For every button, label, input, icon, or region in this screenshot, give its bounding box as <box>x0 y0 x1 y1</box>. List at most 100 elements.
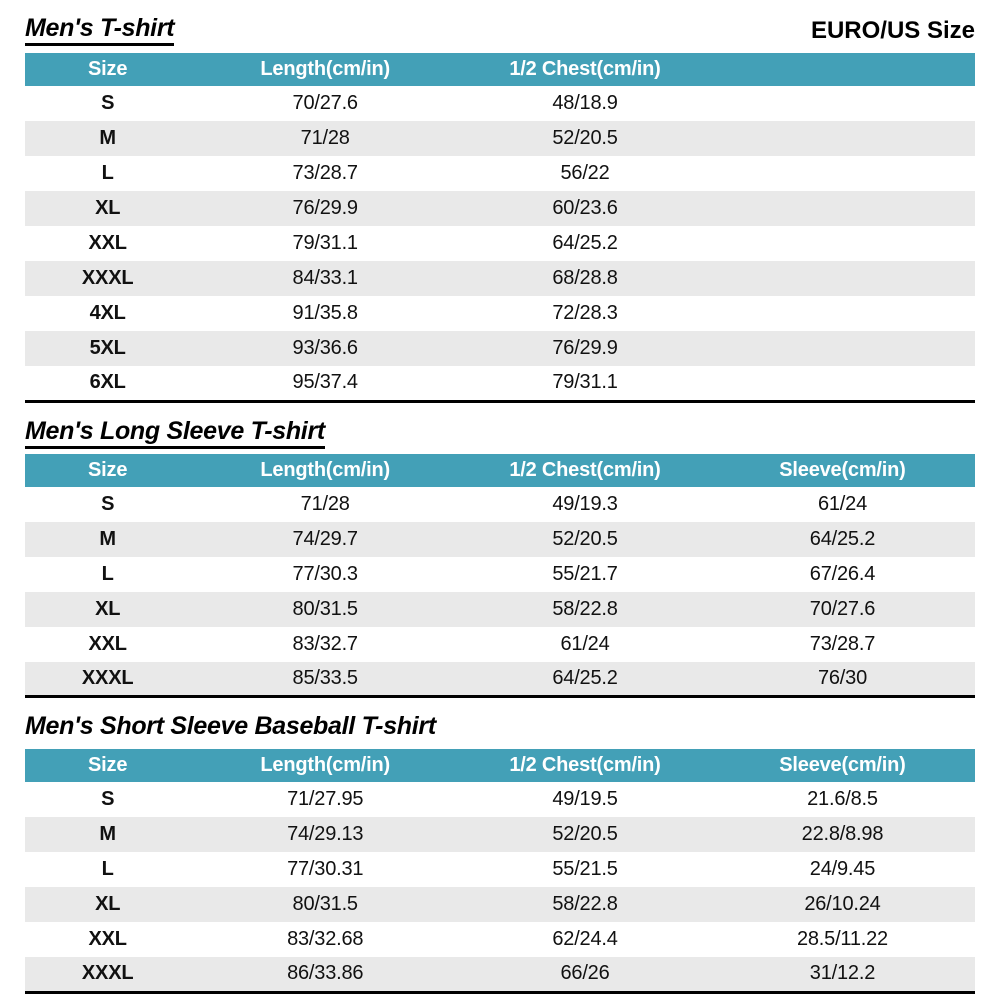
table-title-row: Men's Long Sleeve T-shirt <box>25 417 975 449</box>
value-cell: 56/22 <box>460 156 710 191</box>
value-cell: 58/22.8 <box>460 887 710 922</box>
value-cell <box>709 261 975 296</box>
size-cell: XXXL <box>25 261 191 296</box>
size-table-section: Men's Short Sleeve Baseball T-shirt Size L… <box>25 712 975 994</box>
value-cell: 52/20.5 <box>460 817 710 852</box>
table-row: XXL 83/32.68 62/24.4 28.5/11.22 <box>25 922 975 957</box>
size-cell: XXXL <box>25 661 191 697</box>
value-cell: 26/10.24 <box>709 887 975 922</box>
column-header: 1/2 Chest(cm/in) <box>460 749 710 782</box>
value-cell <box>709 331 975 366</box>
table-row: S 71/27.95 49/19.5 21.6/8.5 <box>25 782 975 817</box>
size-cell: S <box>25 486 191 522</box>
value-cell: 48/18.9 <box>460 86 710 121</box>
value-cell: 76/30 <box>709 661 975 697</box>
column-header: Length(cm/in) <box>190 453 461 487</box>
column-header: 1/2 Chest(cm/in) <box>460 53 710 86</box>
value-cell: 86/33.86 <box>190 957 461 992</box>
value-cell: 74/29.7 <box>190 521 461 557</box>
size-standard-label: EURO/US Size <box>810 17 975 44</box>
size-cell: M <box>25 521 191 557</box>
size-cell: XL <box>25 591 191 627</box>
size-cell: L <box>25 156 191 191</box>
column-header: Length(cm/in) <box>190 749 461 782</box>
value-cell: 64/25.2 <box>460 226 710 261</box>
value-cell: 79/31.1 <box>460 366 710 401</box>
column-header <box>709 53 975 86</box>
table-row: L 73/28.7 56/22 <box>25 156 975 191</box>
table-row: XXL 83/32.7 61/24 73/28.7 <box>25 626 975 662</box>
size-table-section: Men's Long Sleeve T-shirt Size Length(cm/i… <box>25 417 975 698</box>
value-cell: 91/35.8 <box>190 296 461 331</box>
value-cell <box>709 191 975 226</box>
value-cell: 64/25.2 <box>709 521 975 557</box>
value-cell: 76/29.9 <box>190 191 461 226</box>
value-cell: 64/25.2 <box>460 661 710 697</box>
value-cell: 60/23.6 <box>460 191 710 226</box>
table-row: M 74/29.13 52/20.5 22.8/8.98 <box>25 817 975 852</box>
table-row: S 71/28 49/19.3 61/24 <box>25 486 975 522</box>
value-cell: 52/20.5 <box>460 121 710 156</box>
table-row: 4XL 91/35.8 72/28.3 <box>25 296 975 331</box>
size-table: Size Length(cm/in) 1/2 Chest(cm/in) Sleeve(… <box>25 453 975 698</box>
value-cell: 31/12.2 <box>709 957 975 992</box>
header-row: Size Length(cm/in) 1/2 Chest(cm/in) <box>25 53 975 86</box>
value-cell: 70/27.6 <box>709 591 975 627</box>
table-row: XXXL 86/33.86 66/26 31/12.2 <box>25 957 975 992</box>
value-cell: 49/19.3 <box>460 486 710 522</box>
size-cell: 6XL <box>25 366 191 401</box>
size-cell: L <box>25 852 191 887</box>
column-header: Size <box>25 53 191 86</box>
size-cell: S <box>25 782 191 817</box>
size-cell: 5XL <box>25 331 191 366</box>
size-chart-tables: Size Length(cm/in) 1/2 Chest(cm/in) S 70/27.… <box>25 53 975 994</box>
value-cell: 24/9.45 <box>709 852 975 887</box>
value-cell: 55/21.5 <box>460 852 710 887</box>
value-cell: 67/26.4 <box>709 556 975 592</box>
value-cell: 28.5/11.22 <box>709 922 975 957</box>
size-cell: 4XL <box>25 296 191 331</box>
value-cell: 77/30.3 <box>190 556 461 592</box>
table-row: M 71/28 52/20.5 <box>25 121 975 156</box>
size-cell: L <box>25 556 191 592</box>
value-cell: 84/33.1 <box>190 261 461 296</box>
value-cell: 70/27.6 <box>190 86 461 121</box>
size-cell: M <box>25 817 191 852</box>
table-row: S 70/27.6 48/18.9 <box>25 86 975 121</box>
size-table-section: Size Length(cm/in) 1/2 Chest(cm/in) S 70/27.… <box>25 53 975 403</box>
value-cell: 95/37.4 <box>190 366 461 401</box>
size-cell: XXL <box>25 922 191 957</box>
table-title: Men's T-shirt <box>25 14 175 46</box>
table-row: 6XL 95/37.4 79/31.1 <box>25 366 975 401</box>
value-cell: 85/33.5 <box>190 661 461 697</box>
size-cell: S <box>25 86 191 121</box>
table-row: XL 80/31.5 58/22.8 26/10.24 <box>25 887 975 922</box>
value-cell: 71/28 <box>190 486 461 522</box>
table-row: XL 76/29.9 60/23.6 <box>25 191 975 226</box>
value-cell: 73/28.7 <box>190 156 461 191</box>
value-cell: 76/29.9 <box>460 331 710 366</box>
column-header: Length(cm/in) <box>190 53 461 86</box>
value-cell: 62/24.4 <box>460 922 710 957</box>
page-header: Men's T-shirt EURO/US Size <box>25 14 975 46</box>
value-cell: 83/32.7 <box>190 626 461 662</box>
table-title: Men's Short Sleeve Baseball T-shirt <box>25 712 436 740</box>
size-cell: M <box>25 121 191 156</box>
value-cell: 83/32.68 <box>190 922 461 957</box>
value-cell: 52/20.5 <box>460 521 710 557</box>
value-cell <box>709 86 975 121</box>
size-cell: XXL <box>25 626 191 662</box>
table-row: L 77/30.3 55/21.7 67/26.4 <box>25 556 975 592</box>
value-cell: 66/26 <box>460 957 710 992</box>
table-row: M 74/29.7 52/20.5 64/25.2 <box>25 521 975 557</box>
value-cell: 49/19.5 <box>460 782 710 817</box>
table-title: Men's Long Sleeve T-shirt <box>25 417 325 449</box>
value-cell: 71/27.95 <box>190 782 461 817</box>
value-cell: 22.8/8.98 <box>709 817 975 852</box>
header-row: Size Length(cm/in) 1/2 Chest(cm/in) Sleeve(… <box>25 749 975 782</box>
size-table: Size Length(cm/in) 1/2 Chest(cm/in) S 70/27.… <box>25 53 975 403</box>
table-row: XL 80/31.5 58/22.8 70/27.6 <box>25 591 975 627</box>
size-cell: XL <box>25 887 191 922</box>
table-row: XXXL 84/33.1 68/28.8 <box>25 261 975 296</box>
table-row: XXXL 85/33.5 64/25.2 76/30 <box>25 661 975 697</box>
